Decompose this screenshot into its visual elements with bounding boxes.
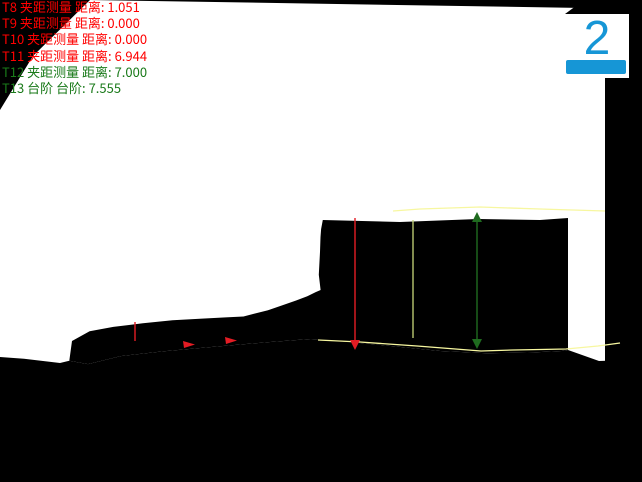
svg-text:T13 台阶 台阶: 7.555: T13 台阶 台阶: 7.555 [2,78,121,97]
svg-text:2: 2 [584,12,611,65]
